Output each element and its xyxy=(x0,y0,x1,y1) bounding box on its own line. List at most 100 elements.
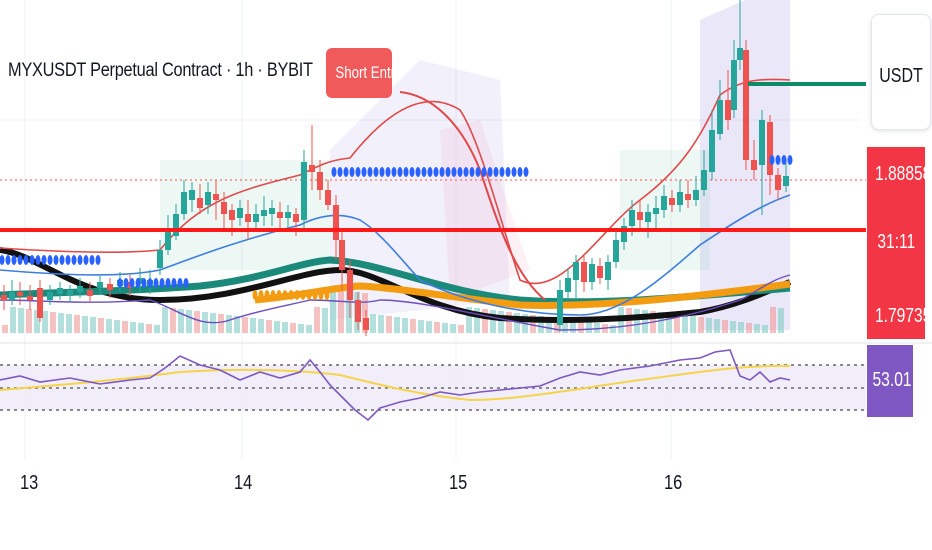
signal-marker xyxy=(83,255,89,265)
signal-marker xyxy=(95,255,101,265)
chart-title: MYXUSDT Perpetual Contract · 1h · BYBIT xyxy=(8,60,313,81)
candle[interactable] xyxy=(597,266,603,278)
candle[interactable] xyxy=(309,165,315,172)
candle[interactable] xyxy=(363,318,369,330)
candle[interactable] xyxy=(9,292,15,300)
candle[interactable] xyxy=(237,208,243,218)
volume-bar xyxy=(106,319,112,333)
volume-bar xyxy=(394,317,400,333)
volume-bar xyxy=(290,323,296,333)
candle[interactable] xyxy=(775,175,781,190)
candle[interactable] xyxy=(645,212,651,222)
candle[interactable] xyxy=(205,192,211,205)
candlestick-series[interactable] xyxy=(1,0,789,336)
short-entry-label[interactable]: Short Entry xyxy=(326,48,402,98)
volume-bar xyxy=(426,321,432,333)
volume-bar xyxy=(562,319,568,333)
candle[interactable] xyxy=(333,205,339,240)
candle[interactable] xyxy=(67,290,73,296)
signal-marker xyxy=(171,278,177,288)
signal-marker xyxy=(421,167,427,177)
candle[interactable] xyxy=(743,50,749,160)
candle[interactable] xyxy=(213,194,219,200)
candle[interactable] xyxy=(261,210,267,216)
candle[interactable] xyxy=(725,100,731,120)
candle[interactable] xyxy=(685,194,691,200)
candle[interactable] xyxy=(107,284,113,290)
candle[interactable] xyxy=(1,295,7,300)
candle[interactable] xyxy=(767,122,773,175)
candle[interactable] xyxy=(759,120,765,165)
candle[interactable] xyxy=(157,250,163,268)
candle[interactable] xyxy=(557,290,563,325)
volume-bar xyxy=(50,312,56,333)
candle[interactable] xyxy=(253,214,259,222)
signal-marker xyxy=(135,278,141,288)
candle[interactable] xyxy=(57,288,63,294)
candle[interactable] xyxy=(573,262,579,280)
candle[interactable] xyxy=(77,286,83,292)
signal-marker xyxy=(469,167,475,177)
candle[interactable] xyxy=(301,162,307,220)
candle[interactable] xyxy=(197,198,203,208)
signal-marker xyxy=(47,255,53,265)
candle[interactable] xyxy=(285,212,291,218)
volume-bar xyxy=(274,321,280,333)
candle[interactable] xyxy=(661,196,667,210)
candle[interactable] xyxy=(269,208,275,214)
candle[interactable] xyxy=(701,170,707,190)
candle[interactable] xyxy=(653,208,659,214)
candle[interactable] xyxy=(277,212,283,218)
signal-marker xyxy=(463,167,469,177)
volume-bar xyxy=(570,320,576,333)
signal-marker xyxy=(306,290,312,300)
candle[interactable] xyxy=(709,130,715,172)
candle[interactable] xyxy=(605,262,611,280)
candle[interactable] xyxy=(717,100,723,134)
volume-bar xyxy=(98,318,104,333)
signal-marker xyxy=(349,167,355,177)
candle[interactable] xyxy=(293,214,299,222)
candle[interactable] xyxy=(731,60,737,110)
volume-bar xyxy=(282,322,288,333)
candle[interactable] xyxy=(613,240,619,262)
candle[interactable] xyxy=(165,230,171,250)
candle[interactable] xyxy=(677,192,683,205)
volume-bar xyxy=(778,308,784,333)
candle[interactable] xyxy=(693,190,699,200)
candle[interactable] xyxy=(621,226,627,242)
candle[interactable] xyxy=(37,288,43,318)
candle[interactable] xyxy=(189,190,195,200)
candle[interactable] xyxy=(783,176,789,186)
currency-button[interactable]: USDT xyxy=(871,14,931,130)
candle[interactable] xyxy=(637,212,643,220)
candle[interactable] xyxy=(317,172,323,190)
candle[interactable] xyxy=(629,210,635,226)
candle[interactable] xyxy=(181,192,187,214)
candle[interactable] xyxy=(87,290,93,296)
candle[interactable] xyxy=(751,160,757,170)
candle[interactable] xyxy=(737,48,743,60)
volume-bar xyxy=(178,309,184,333)
candle[interactable] xyxy=(97,282,103,288)
signal-marker xyxy=(159,278,165,288)
candle[interactable] xyxy=(47,292,53,300)
candle[interactable] xyxy=(27,296,33,300)
candle[interactable] xyxy=(581,262,587,282)
candle[interactable] xyxy=(565,278,571,292)
candle[interactable] xyxy=(355,300,361,322)
candle[interactable] xyxy=(245,214,251,222)
candle[interactable] xyxy=(229,210,235,220)
candle[interactable] xyxy=(589,264,595,282)
candle[interactable] xyxy=(339,240,345,270)
candle[interactable] xyxy=(17,292,23,296)
signal-marker xyxy=(337,167,343,177)
candle[interactable] xyxy=(221,202,227,214)
signal-marker xyxy=(427,167,433,177)
candle[interactable] xyxy=(325,190,331,205)
candle[interactable] xyxy=(173,214,179,236)
candle[interactable] xyxy=(347,270,353,300)
candle[interactable] xyxy=(669,198,675,205)
